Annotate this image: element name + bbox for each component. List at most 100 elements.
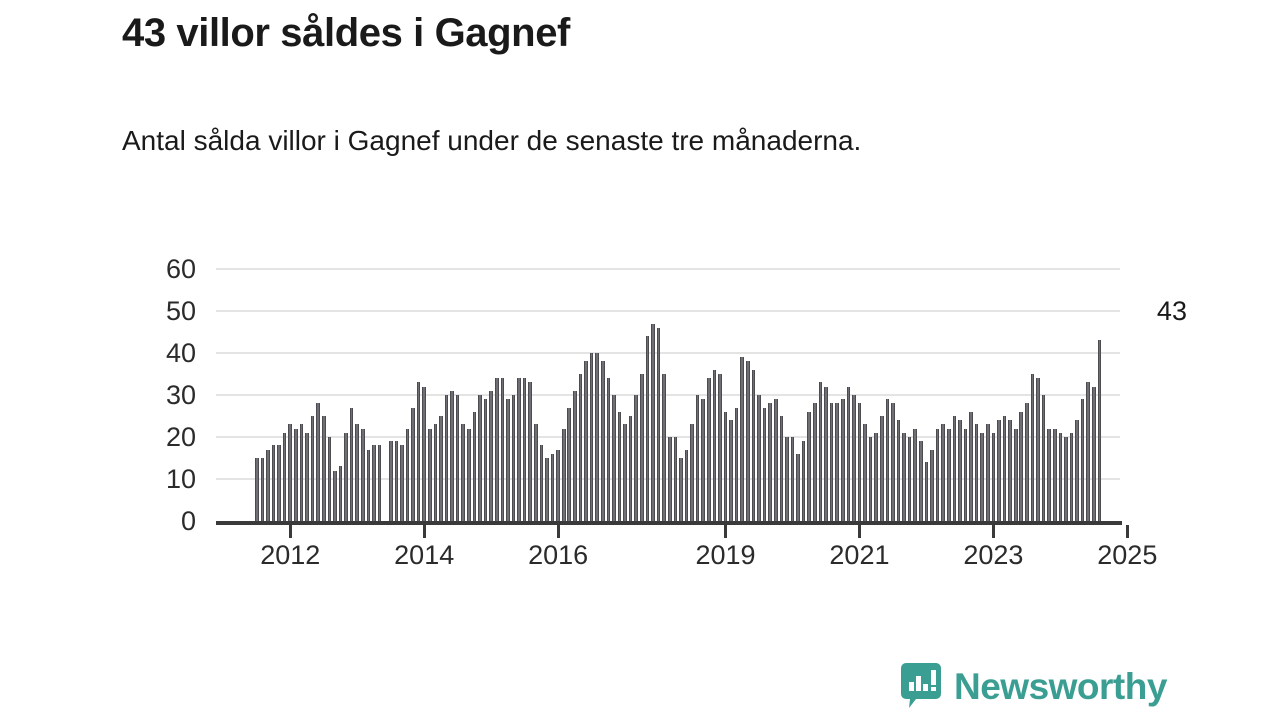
bar: [1013, 428, 1018, 521]
bar: [919, 441, 923, 521]
bar: [712, 369, 717, 521]
bar: [935, 428, 940, 521]
bar: [567, 407, 572, 521]
bar: [461, 424, 466, 521]
bar: [327, 437, 332, 521]
bar: [472, 411, 477, 521]
bar: [377, 445, 382, 521]
bar: [556, 449, 560, 521]
bar: [997, 420, 1001, 521]
x-axis-tick-label: 2012: [260, 540, 321, 570]
bar: [288, 424, 293, 521]
y-axis-tick-label: 0: [180, 506, 196, 536]
x-axis-tick-label: 2023: [963, 540, 1024, 570]
bar: [271, 445, 276, 521]
bar: [1008, 420, 1012, 521]
bar: [757, 395, 761, 521]
y-axis-tick-label: 40: [165, 338, 196, 368]
bar: [545, 458, 549, 521]
bar: [1092, 386, 1096, 521]
bar: [294, 428, 298, 521]
bar: [779, 416, 784, 521]
x-axis-tick: [1125, 525, 1129, 538]
y-axis-tick-label: 30: [165, 380, 196, 410]
bar: [444, 395, 449, 521]
x-axis-tick-label: 2021: [829, 540, 890, 570]
bar: [305, 432, 309, 521]
bar: [902, 432, 906, 521]
x-axis-tick: [422, 525, 426, 538]
bar: [361, 428, 365, 521]
bar: [963, 428, 968, 521]
bar: [695, 395, 700, 521]
bar: [427, 428, 432, 521]
bar: [768, 403, 772, 521]
gridline: [216, 310, 1120, 312]
bar: [600, 361, 605, 521]
bar: [1041, 395, 1046, 521]
y-axis-tick-label: 10: [165, 464, 196, 494]
bar: [651, 323, 655, 521]
x-axis-tick-label: 2025: [1097, 540, 1158, 570]
bar: [679, 458, 683, 521]
bar: [818, 382, 823, 521]
bar: [400, 445, 404, 521]
bar: [422, 386, 426, 521]
bar: [489, 390, 493, 521]
x-axis-line: [216, 521, 1122, 525]
page-title: 43 villor såldes i Gagnef: [122, 11, 570, 55]
bar: [500, 378, 505, 521]
bar: [1025, 403, 1029, 521]
bar: [673, 437, 678, 521]
newsworthy-wordmark: Newsworthy: [954, 665, 1167, 707]
bar: [913, 428, 918, 521]
bar: [991, 432, 996, 521]
bar: [857, 403, 862, 521]
bar: [628, 416, 633, 521]
bar: [416, 382, 421, 521]
bar: [321, 416, 326, 521]
bar: [494, 378, 499, 521]
bar: [584, 361, 588, 521]
bar: [958, 420, 962, 521]
bar: [1058, 432, 1063, 521]
bar: [310, 416, 315, 521]
bar: [824, 386, 828, 521]
bar: [623, 424, 627, 521]
bar: [690, 424, 694, 521]
x-axis-tick: [724, 525, 728, 538]
bar: [355, 424, 360, 521]
x-axis-tick: [288, 525, 292, 538]
bar: [863, 424, 867, 521]
bar-series: [216, 269, 1120, 521]
bar: [807, 411, 812, 521]
bar: [874, 432, 878, 521]
bar: [439, 416, 443, 521]
bar: [790, 437, 795, 521]
bar: [528, 382, 533, 521]
bar: [260, 458, 265, 521]
bar: [1086, 382, 1091, 521]
bar: [785, 437, 789, 521]
bar: [394, 441, 399, 521]
bar: [282, 432, 287, 521]
bar: [640, 374, 644, 521]
bar: [433, 424, 438, 521]
newsworthy-logo: Newsworthy: [900, 662, 1167, 710]
bar: [1030, 374, 1035, 521]
bar: [924, 462, 929, 521]
bar: [522, 378, 527, 521]
bar: [891, 403, 895, 521]
y-axis-tick-label: 60: [165, 254, 196, 284]
bar: [467, 428, 471, 521]
highlight-value-label: 43: [1156, 296, 1187, 327]
bar: [969, 411, 973, 521]
bar: [366, 449, 371, 521]
bar: [751, 369, 756, 521]
bar: [483, 399, 488, 521]
bar: [796, 453, 800, 521]
bar: [986, 424, 990, 521]
bar: [534, 424, 538, 521]
bar: [612, 395, 616, 521]
bar: [946, 428, 951, 521]
